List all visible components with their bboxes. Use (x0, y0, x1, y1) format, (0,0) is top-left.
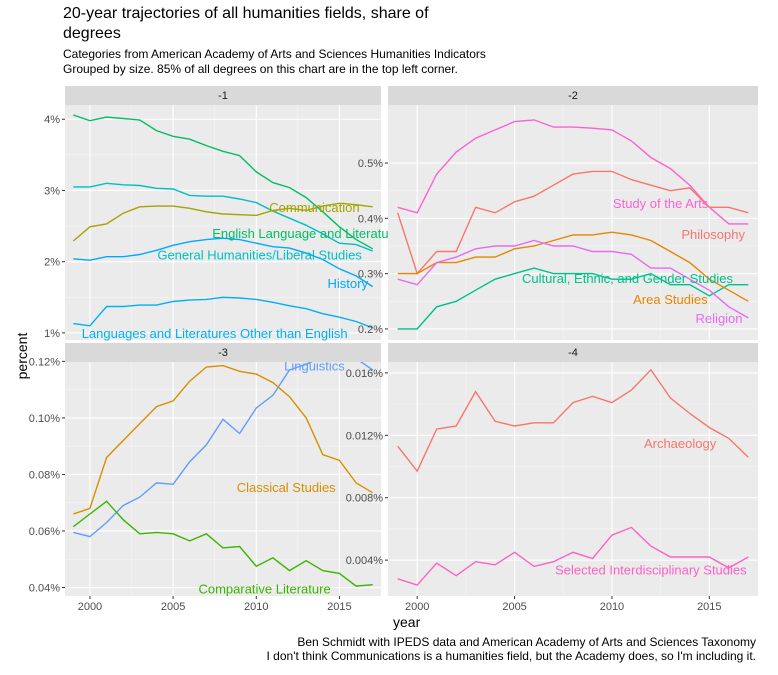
series-line (73, 237, 374, 288)
series-line (72, 202, 373, 242)
series-label: Area Studies (633, 292, 708, 307)
series-line (72, 500, 373, 587)
x-tick-label: 2015 (327, 601, 351, 613)
series-label: English Language and Literature (212, 226, 400, 241)
series-line (397, 231, 749, 302)
facet-strip-label: -4 (568, 347, 578, 359)
series-line (73, 364, 374, 515)
series-label: Comparative Literature (198, 581, 330, 596)
series-label: History (328, 276, 369, 291)
y-tick-label: 0.06% (29, 526, 60, 538)
series-label: Selected Interdisciplinary Studies (555, 562, 747, 577)
y-tick-label: 0.4% (358, 213, 383, 225)
facet-strip-3-group: -3 (65, 343, 381, 362)
facet-panel-1: -1 1% 2% 3% 4% Communication English Language … (44, 86, 400, 341)
y-tick-label: 0.12% (29, 356, 60, 368)
x-tick-label: 2010 (244, 601, 268, 613)
series-label: Religion (696, 311, 743, 326)
series-label: Philosophy (681, 227, 745, 242)
y-tick-label: 0.04% (29, 583, 60, 595)
y-tick-label: 4% (44, 114, 60, 126)
chart-caption: Ben Schmidt with IPEDS data and American… (267, 635, 757, 663)
series-line (397, 170, 749, 275)
series-line (397, 119, 749, 225)
facet-strip (388, 86, 758, 105)
series-label: Languages and Literatures Other than Eng… (82, 326, 348, 341)
series-label: General Humanities/Liberal Studies (157, 248, 362, 263)
y-tick-label: 2% (44, 257, 60, 269)
facet-strip (388, 343, 758, 362)
x-tick-label: 2000 (405, 601, 429, 613)
plot-background (65, 105, 381, 340)
facet-strip (65, 86, 381, 105)
plot-background (65, 343, 381, 596)
y-tick-label: 0.08% (29, 469, 60, 481)
y-tick-label: 0.10% (29, 413, 60, 425)
y-tick-label: 0.2% (358, 324, 383, 336)
series-line (73, 182, 373, 252)
facet-panel-3: 0.04% 0.06% 0.08% 0.10% 0.12% 2000 2005 2010 201… (29, 343, 381, 613)
x-tick-label: 2015 (697, 601, 721, 613)
chart-subtitle: Categories from American Academy of Arts… (63, 47, 663, 77)
x-tick-label: 2005 (161, 601, 185, 613)
series-line (397, 267, 749, 330)
y-tick-label: 0.3% (358, 269, 383, 281)
x-tick-label: 2010 (600, 601, 624, 613)
x-tick-label: 2000 (78, 601, 102, 613)
y-tick-label: 0.012% (346, 430, 384, 442)
facet-panel-4: -4 0.004% 0.008% 0.012% 0.016% 2000 2005 2010 20… (346, 343, 758, 613)
y-tick-label: 3% (44, 185, 60, 197)
series-line (397, 239, 749, 319)
caption-line-2: I don't think Communications is a humani… (266, 649, 757, 663)
facet-strip (65, 343, 381, 362)
y-tick-label: 0.016% (346, 368, 384, 380)
y-tick-label: 0.008% (346, 493, 384, 505)
chart-title: 20-year trajectories of all humanities f… (63, 5, 429, 42)
facet-strip-label: -1 (218, 90, 228, 102)
series-label: Archaeology (644, 436, 717, 451)
series-line (397, 526, 749, 586)
y-tick-label: 0.004% (346, 555, 384, 567)
plot-background (388, 105, 758, 340)
series-label: Classical Studies (237, 480, 336, 495)
series-label: Communication (269, 200, 359, 215)
x-tick-label: 2005 (502, 601, 526, 613)
subtitle-line-2: Grouped by size. 85% of all degrees on t… (63, 62, 458, 76)
series-line (73, 114, 374, 250)
series-line (397, 368, 749, 473)
facet-strip-label: -2 (568, 90, 578, 102)
y-tick-label: 0.5% (358, 158, 383, 170)
series-label: Linguistics (284, 359, 345, 374)
series-label: Cultural, Ethnic, and Gender Studies (522, 271, 734, 286)
subtitle-line-1: Categories from American Academy of Arts… (63, 47, 486, 61)
caption-line-1: Ben Schmidt with IPEDS data and American… (297, 635, 756, 649)
series-line (73, 296, 373, 329)
plot-background (388, 362, 758, 596)
facet-panel-2: -2 0.2% 0.3% 0.4% 0.5% Study of the Arts Philo… (358, 86, 758, 340)
y-tick-label: 1% (44, 328, 60, 340)
x-axis-label: year (393, 614, 421, 630)
facet-strip-label: -3 (218, 347, 228, 359)
series-label: Study of the Arts (613, 196, 709, 211)
